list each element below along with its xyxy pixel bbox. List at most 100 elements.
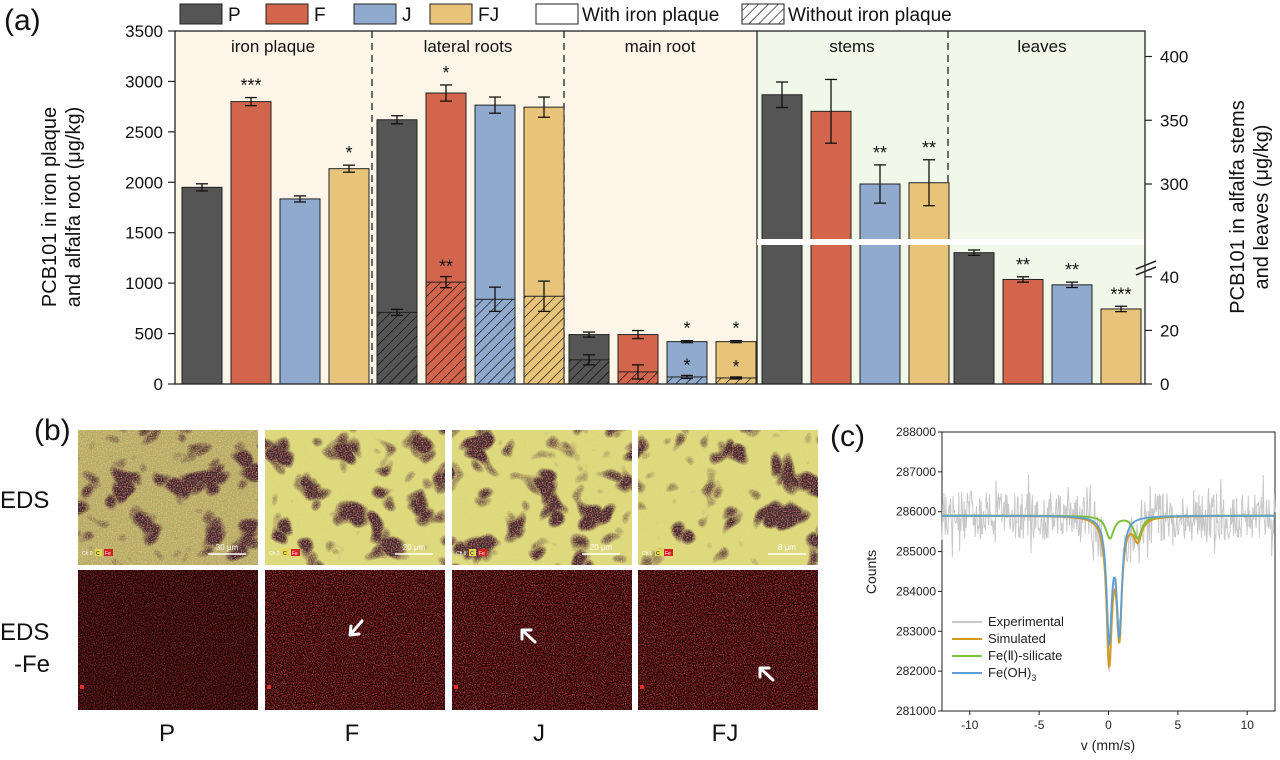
legend-swatch-with [535,3,579,25]
left-tick-label-6: 3000 [125,72,163,91]
bar-4-P [953,252,995,385]
legend-label-FJ: FJ [478,5,499,26]
channel-swatch-fe-0 [104,549,113,556]
c-xtick-label-0: -10 [961,718,979,732]
significance-1-F: * [442,63,449,83]
scale-bar-label-2: 20 μm [590,543,613,552]
c-ytick-label-0: 281000 [896,704,936,718]
col-label-FJ: FJ [712,720,739,747]
left-tick-label-2: 1000 [125,274,163,293]
legend-label-J: J [402,5,412,26]
significance-2-J: * [683,319,690,339]
eds-fe-map-noise-1 [265,570,445,710]
hatched-bar-1-J [474,298,516,385]
scale-bar-label-0: 30 μm [216,543,239,552]
bar-3-J [859,183,901,385]
bar-3-FJ [908,182,950,385]
significance-3-J: ** [873,143,887,163]
c-ytick-label-7: 288000 [896,425,936,439]
left-axis-title-line1: PCB101 in iron plaque [39,107,61,307]
left-tick-label-1: 500 [135,325,163,344]
channel-tag-fe-3: Fe [665,551,671,557]
significance-4-F: ** [1016,255,1030,275]
left-axis-title-line2: and alfalfa root (μg/kg) [63,107,85,308]
c-xtick-label-2: 0 [1105,718,1112,732]
c-xtick-label-4: 10 [1241,718,1255,732]
panel-a-label: (a) [4,4,41,37]
channel-tag-ch0-2: Ch 0 [456,551,467,557]
channel-tag-c-0: C [96,551,100,557]
axis-break-band [757,239,1145,245]
fe-arrow-2 [520,628,537,644]
legend: P F J FJ With iron plaque Without iron p… [179,3,952,26]
channel-tag-c-2: C [470,551,474,557]
row-label-eds: EDS [0,487,49,514]
panel-b-label: (b) [34,414,71,447]
channel-swatch-c-2 [469,549,476,556]
row-label-eds-fe-1: EDS [0,619,49,646]
fe-arrow-1 [348,619,364,637]
c-ytick-label-2: 283000 [896,624,936,638]
right-axis: 0 20 40 300 350 400 [1145,48,1188,394]
eds-image-structure-3 [638,430,818,565]
channel-tag-ch0-1: Ch 0 [269,551,280,557]
legend-swatch-P [179,3,223,25]
col-label-P: P [159,720,175,747]
fe-arrow-3 [758,666,775,682]
plot-frame-a [174,30,1146,385]
row-label-eds-fe-2: -Fe [14,651,50,678]
col-label-F: F [345,720,360,747]
right-axis-title-line1: PCB101 in alfalfa stems [1227,100,1249,313]
bar-3-F [810,110,852,385]
hatched-bar-1-F [425,281,467,385]
bar-0-FJ [328,168,370,385]
channel-swatch-c-0 [95,549,102,556]
c-ytick-label-5: 286000 [896,505,936,519]
significance-4-J: ** [1065,260,1079,280]
eds-fe-map-marker-3 [640,685,644,689]
channel-swatch-c-3 [655,549,662,556]
hatched-bar-1-P [376,311,418,385]
section-title-iron-plaque: iron plaque [231,37,315,56]
right-upper-tick-label-0: 300 [1160,175,1188,194]
section-title-stems: stems [829,37,874,56]
panel-c-label: (c) [830,420,865,453]
eds-fe-map-noise-2 [452,570,632,710]
bar-0-P [181,186,223,385]
legend-label-P: P [228,5,241,26]
channel-tag-c-3: C [656,551,660,557]
legend-swatch-FJ [429,3,473,25]
left-tick-label-4: 2000 [125,173,163,192]
axis-break-mark-1 [1135,260,1157,270]
right-upper-tick-label-1: 350 [1160,111,1188,130]
channel-tag-fe-2: Fe [479,551,485,557]
section-title-lateral-roots: lateral roots [424,37,513,56]
eds-fe-map-marker-2 [454,685,458,689]
eds-image-structure-1 [265,430,445,565]
c-legend-subscript: 3 [1031,673,1036,683]
channel-tag-c-1: C [283,551,287,557]
right-upper-tick-label-2: 400 [1160,48,1188,67]
legend-swatch-without [741,3,785,25]
c-ytick-label-3: 284000 [896,584,936,598]
bars-panel-a: ************* **** ***** [181,63,1142,385]
right-lower-tick-label-0: 0 [1160,375,1169,394]
significance-0-F: *** [240,76,261,96]
bar-4-J [1051,284,1093,385]
mossbauer-plot: 281000 282000 283000 284000 285000 286000 2870… [896,425,1276,732]
channel-swatch-fe-3 [664,549,673,556]
left-tick-label-5: 2500 [125,123,163,142]
c-series-feoh3 [942,514,1275,648]
c-ylabel: Counts [863,550,879,594]
legend-swatch-J [353,3,397,25]
c-ytick-label-4: 285000 [896,545,936,559]
significance-0-FJ: * [345,143,352,163]
channel-swatch-fe-1 [291,549,300,556]
c-xlabel: v (mm/s) [1081,737,1135,753]
c-legend-label-experimental: Experimental [988,614,1064,629]
left-tick-label-0: 0 [154,375,163,394]
eds-fe-map-marker-1 [267,685,271,689]
c-ytick-label-6: 287000 [896,465,936,479]
section-title-main-root: main root [625,37,696,56]
